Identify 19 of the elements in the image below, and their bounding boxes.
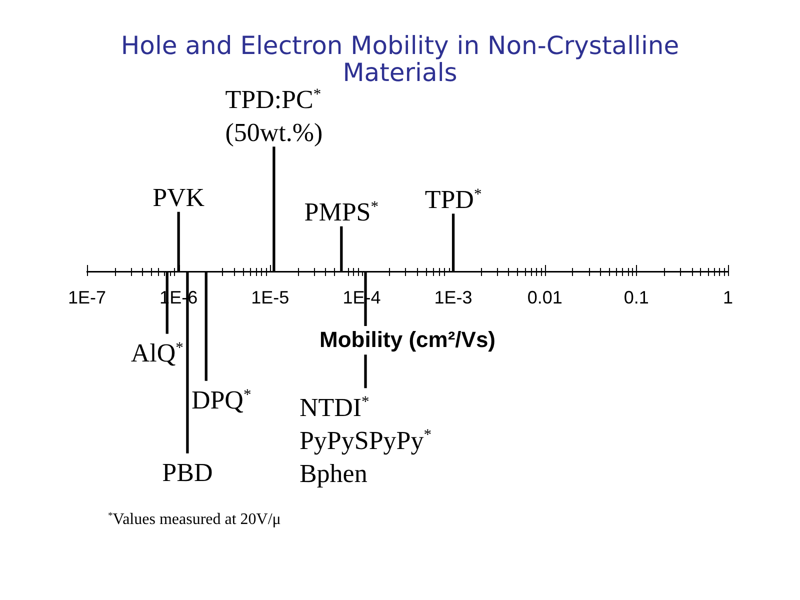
- annotation: PMPS*: [304, 198, 379, 227]
- x-tick-label: 0.01: [527, 288, 562, 308]
- annotation: NTDI*: [299, 392, 370, 422]
- annotation: DPQ*: [191, 386, 252, 415]
- annotation: TPD:PC* (50wt.%): [225, 85, 323, 147]
- x-tick-label: 1: [722, 288, 734, 308]
- annotation: PVK: [152, 183, 205, 212]
- x-axis-title: Mobility (cm²/Vs): [319, 326, 496, 352]
- x-tick-label: 1E-7: [68, 288, 106, 308]
- text: *Values measured at 20V/μ: [108, 510, 281, 528]
- chart-title: Hole and Electron Mobility in Non-Crystalline Materials: [120, 31, 680, 87]
- annotation: TPD*: [424, 184, 482, 214]
- annotation: PBD: [162, 458, 213, 487]
- x-tick-label: 0.1: [624, 288, 649, 308]
- annotation: Bphen: [299, 458, 368, 488]
- annotation: AlQ*: [130, 338, 184, 368]
- annotation: PyPySPyPy*: [299, 426, 432, 455]
- x-tick-label: 1E-3: [434, 288, 472, 308]
- x-tick-label: 1E-5: [251, 288, 290, 308]
